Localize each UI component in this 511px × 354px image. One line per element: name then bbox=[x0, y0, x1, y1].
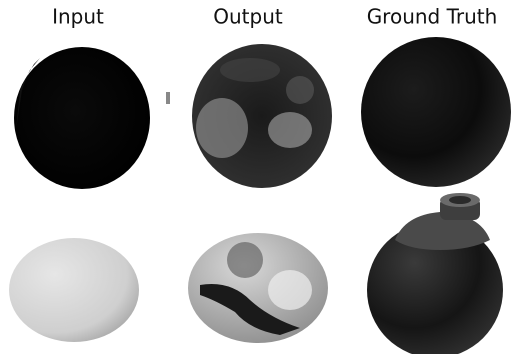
output-depth-top bbox=[166, 44, 332, 188]
ground-truth-bottom bbox=[367, 193, 503, 354]
input-depth-top bbox=[14, 47, 150, 189]
column-header: Input bbox=[52, 5, 104, 29]
column-header: Output bbox=[213, 5, 283, 29]
figure: Input Output Ground Truth bbox=[0, 0, 511, 354]
output-depth-bottom bbox=[188, 233, 328, 343]
input-depth-bottom bbox=[9, 238, 139, 342]
ground-truth-top bbox=[361, 37, 511, 187]
page: {"headers": ["Input", "Output", "Ground … bbox=[0, 0, 511, 354]
column-header: Ground Truth bbox=[367, 5, 498, 29]
